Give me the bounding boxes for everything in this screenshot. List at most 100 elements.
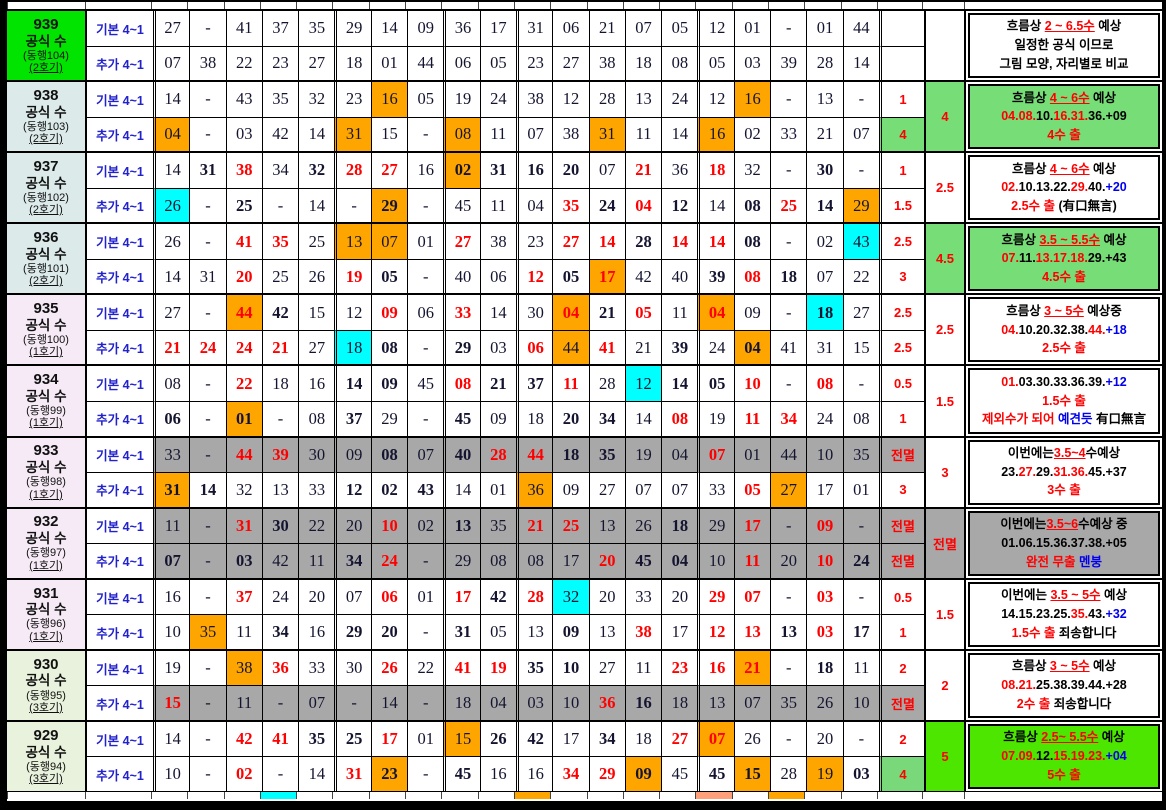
number-cell: -	[189, 82, 225, 117]
number-cell: 33	[443, 295, 479, 330]
number-cell: 09	[624, 756, 662, 792]
number-cell: 23	[515, 45, 553, 81]
draw-title: 공식 수	[25, 175, 67, 191]
cutoff-cell	[768, 792, 805, 799]
number-cell: 21	[733, 650, 771, 686]
number-rows: 기본 4~1 11-31 30 22 20 10 02 13 35 21 25 13 26 18 29 17-…	[87, 508, 924, 578]
prediction-text: 일정한 공식 이므로	[1014, 38, 1114, 53]
number-cell: 04	[515, 187, 553, 223]
score-total: 1.5	[924, 366, 966, 436]
cutoff-cell	[695, 2, 731, 9]
number-cell: -	[189, 187, 226, 223]
cutoff-cell	[368, 792, 405, 799]
row-type-basic: 기본 4~1	[96, 520, 144, 535]
cutoff-cell	[187, 2, 223, 9]
draw-row-932: 932 공식 수 (동행97) (1호기) 기본 4~1 11-31 30 22 20 10 02 1…	[7, 508, 1162, 580]
number-cell: 13	[624, 82, 661, 117]
number-cell: 11	[153, 508, 190, 544]
number-cell: 07	[334, 579, 370, 615]
number-cell: 36	[261, 650, 298, 686]
number-cell: 29	[697, 508, 734, 544]
number-cell: -	[842, 153, 879, 188]
number-cell: 06	[479, 258, 516, 294]
prediction-text: 04.08.	[1001, 109, 1036, 124]
draw-row-933: 933 공식 수 (동행98) (1호기) 기본 4~1 33-44 39 30 09 08 07 4…	[7, 437, 1162, 509]
number-cell: 31	[588, 116, 625, 152]
cutoff-row-bottom	[7, 791, 1162, 799]
number-cell: 27	[370, 153, 407, 188]
prediction-text: 03.30.33.36.39.	[1018, 374, 1106, 389]
prediction-text: 43.	[1088, 606, 1106, 621]
draw-row-935: 935 공식 수 (동행100) (1호기) 기본 4~1 27-44 42 15 12 09 06…	[7, 295, 1162, 367]
prediction-text: 31.36.	[1053, 464, 1089, 479]
number-cell: 03	[842, 756, 879, 792]
draw-number: 939	[33, 15, 59, 33]
draw-round: (동행98)	[26, 476, 66, 489]
number-cell: 35	[298, 11, 334, 46]
number-cell: 08	[515, 543, 553, 578]
number-cell: 38	[588, 45, 625, 81]
number-cell: 22	[225, 366, 262, 402]
draw-title: 공식 수	[25, 104, 67, 120]
number-cell: 26	[298, 258, 335, 294]
number-cell: 45	[443, 187, 480, 223]
row-extra: 추가 4~1 21 24 24 21 27 18 08-29 03 06 44 41 21 39 24 04 4…	[87, 329, 924, 365]
draw-round: (동행101)	[23, 262, 69, 275]
prediction-text: 14.15.23.25.	[1001, 606, 1071, 621]
number-rows: 기본 4~1 08-22 18 16 14 09 45 08 21 37 11 28 12 14 05 10-…	[87, 366, 924, 436]
number-cell: 38	[624, 614, 662, 649]
score-basic	[878, 11, 924, 46]
number-cell: 01	[225, 401, 262, 436]
row-type-extra: 추가 4~1	[87, 258, 153, 294]
draw-label: 937 공식 수 (동행102) (2호기)	[7, 153, 87, 223]
number-cell: 04	[661, 437, 698, 473]
number-cell: 45	[697, 756, 734, 792]
number-cell: 08	[479, 543, 516, 578]
number-cell: 30	[334, 650, 370, 686]
prediction-text: 02.	[1001, 180, 1019, 195]
prediction-note: 흐름상 2.5~ 5.5수 예상 07.09.12.15.19.23.+04 5수 …	[966, 721, 1162, 792]
number-cell: 20	[552, 153, 588, 188]
number-cell: 13	[806, 82, 842, 117]
sheet-body: 939 공식 수 (동행104) (2호기) 기본 4~1 27-41 37 35 29 14 09…	[7, 11, 1162, 792]
number-cell: 15	[443, 721, 480, 757]
number-rows: 기본 4~1 14-42 41 35 25 17 01 15 26 42 17 34 18 27 07 26-…	[87, 721, 924, 792]
number-cell: 18	[515, 401, 553, 436]
draw-row-931: 931 공식 수 (동행96) (1호기) 기본 4~1 16-37 24 20 07 06 01 1…	[7, 579, 1162, 651]
number-cell: 08	[661, 45, 698, 81]
number-cell: 24	[697, 329, 734, 365]
cutoff-cell	[151, 792, 187, 799]
number-cell: 13	[515, 614, 553, 649]
score-extra	[878, 45, 924, 81]
score-basic: 2.5	[878, 224, 924, 259]
number-cell: 09	[479, 401, 516, 436]
number-cell: 42	[261, 543, 299, 578]
number-cell: 14	[298, 116, 335, 152]
row-basic: 기본 4~1 14-42 41 35 25 17 01 15 26 42 17 34 18 27 07 26-…	[87, 721, 924, 757]
number-cell: 11	[733, 401, 771, 436]
number-cell: -	[261, 401, 299, 436]
row-type-basic: 기본 4~1	[96, 236, 144, 251]
number-cell: -	[189, 508, 226, 544]
number-cell: 41	[225, 11, 262, 46]
row-extra: 추가 4~1 31 14 32 13 33 12 02 43 14 01 36 09 27 07 07 33 05…	[87, 472, 924, 507]
prediction-note-box: 흐름상 3.5 ~ 5.5수 예상 07.11.13.17.18.29.+43 4.…	[968, 226, 1160, 292]
number-cell: 21	[515, 508, 553, 544]
prediction-text: 2수 출	[1016, 696, 1054, 711]
number-cell: 33	[770, 116, 807, 152]
number-cell: 14	[697, 224, 733, 259]
prediction-text: 10.20.32.38.	[1018, 322, 1089, 337]
number-cell: 39	[261, 437, 299, 473]
number-cell: 11	[624, 116, 662, 152]
prediction-text: 죄송합니다	[1053, 696, 1112, 711]
prediction-line: 01.06.15.36.37.38.+05	[970, 534, 1158, 553]
number-cell: 40	[443, 258, 480, 294]
prediction-line: 이번에는3.5~4수예상	[970, 444, 1158, 463]
number-cell: 10	[733, 366, 770, 402]
draw-label: 935 공식 수 (동행100) (1호기)	[7, 295, 87, 365]
prediction-note: 흐름상 4 ~ 6수 예상 02.10.13.22.29.40.+20 2.5수 출…	[966, 153, 1162, 223]
number-cell: 45	[443, 756, 480, 792]
prediction-note: 이번에는3.5~6수예상 중 01.06.15.36.37.38.+05 완전 무출…	[966, 508, 1162, 578]
number-cell: 16	[153, 579, 189, 615]
number-rows: 기본 4~1 19-38 36 33 30 26 22 41 19 35 10 27 11 23 16 21-…	[87, 650, 924, 720]
